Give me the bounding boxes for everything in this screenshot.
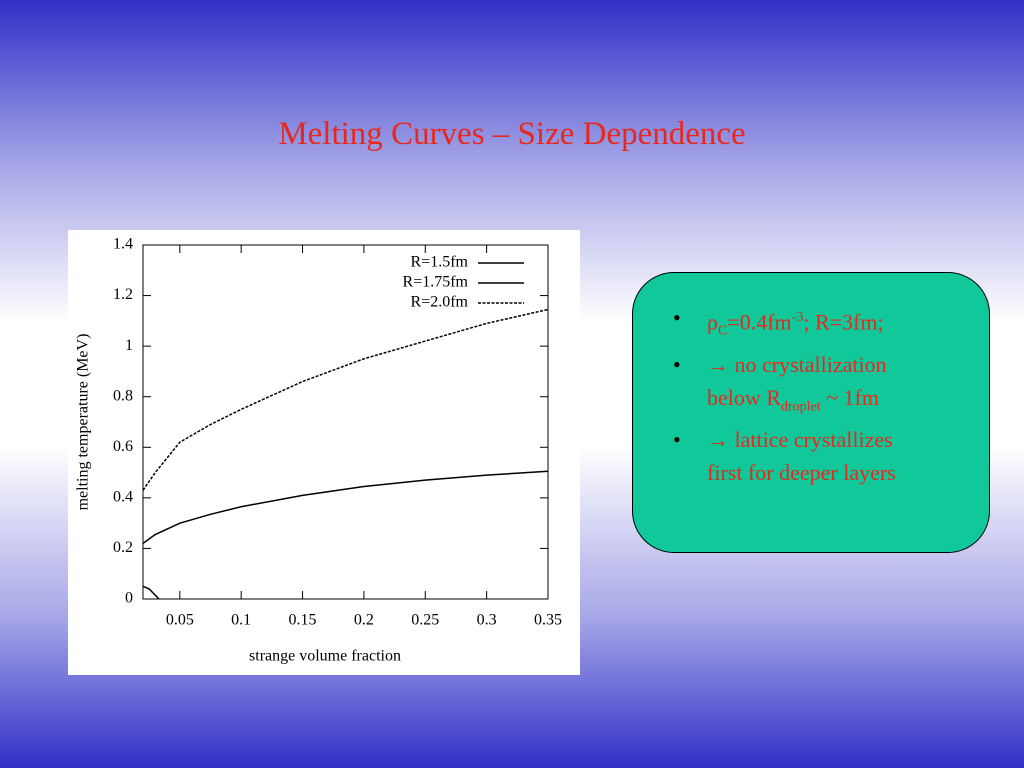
- series-line: [142, 470, 549, 544]
- x-tick-label: 0.3: [477, 612, 497, 629]
- legend-label: R=1.75fm: [403, 274, 469, 291]
- x-tick-label: 0.25: [411, 612, 439, 629]
- x-tick-label: 0.1: [231, 612, 251, 629]
- x-tick-label: 0.05: [166, 612, 194, 629]
- y-tick-label: 1.2: [113, 286, 133, 303]
- y-tick-label: 0.4: [113, 489, 133, 506]
- superscript: -3: [791, 310, 804, 325]
- text: ~ 1fm: [820, 384, 879, 410]
- text: below R: [707, 384, 781, 410]
- text: first for deeper layers: [707, 460, 896, 486]
- subscript: droplet: [780, 399, 821, 415]
- text: ; R=3fm;: [803, 309, 884, 335]
- bullet: ρC=0.4fm-3; R=3fm;: [673, 301, 983, 348]
- text: → lattice crystallizes: [707, 427, 893, 453]
- y-tick-label: 0: [125, 590, 133, 607]
- text-box: ρC=0.4fm-3; R=3fm; → no crystallization b…: [632, 272, 990, 553]
- chart-background: [68, 230, 580, 675]
- x-tick-label: 0.2: [354, 612, 374, 629]
- plot-frame: [142, 244, 549, 600]
- x-tick-label: 0.15: [289, 612, 317, 629]
- text: ρ: [707, 309, 718, 335]
- y-tick-label: 1.4: [113, 236, 133, 253]
- slide-title: Melting Curves – Size Dependence: [278, 116, 746, 152]
- x-axis-label: strange volume fraction: [249, 648, 401, 665]
- y-tick-label: 0.2: [113, 539, 133, 556]
- text: → no crystallization: [707, 351, 887, 377]
- legend-label: R=1.5fm: [411, 254, 469, 271]
- subscript: C: [717, 323, 728, 339]
- x-tick-label: 0.35: [534, 612, 562, 629]
- y-tick-label: 1: [125, 337, 133, 354]
- y-tick-label: 0.8: [113, 387, 133, 404]
- bullet: → lattice crystallizes first for deeper l…: [673, 423, 983, 489]
- text: =0.4fm: [727, 309, 792, 335]
- y-axis-label: melting temperature (MeV): [75, 334, 92, 511]
- y-tick-label: 0.6: [113, 438, 133, 455]
- bullet-list: ρC=0.4fm-3; R=3fm; → no crystallization b…: [673, 301, 983, 489]
- bullet: → no crystallization below Rdroplet ~ 1fm: [673, 348, 983, 423]
- series-line: [142, 308, 549, 491]
- series-line: [142, 585, 160, 600]
- legend-label: R=2.0fm: [411, 294, 469, 311]
